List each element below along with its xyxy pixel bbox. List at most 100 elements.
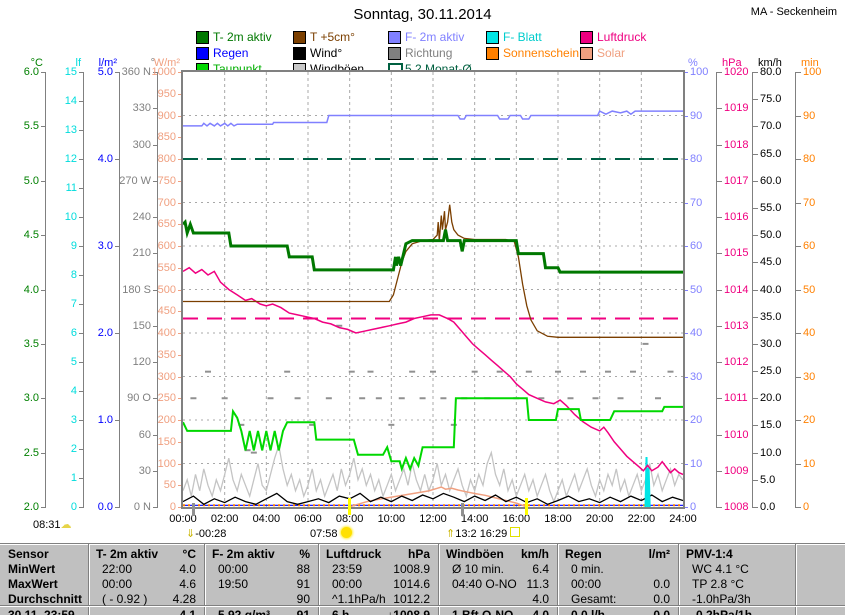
axis-tick-label-degC: 3.5 <box>23 337 39 350</box>
table-cell-value: 90 <box>296 592 310 606</box>
station-label: MA - Seckenheim <box>750 6 837 18</box>
axis-tick-label-lm2: 2.0 <box>97 327 113 339</box>
axis-tick-dir <box>153 507 158 508</box>
axis-tick-label-wm2: 200 <box>157 414 176 426</box>
axis-tick-label-pct: 60 <box>690 240 703 252</box>
axis-tick-pct <box>683 159 688 160</box>
axis-tick-wm2 <box>178 289 183 291</box>
table-cell-info: Gesamt: <box>571 592 617 606</box>
axis-tick-label-lf: 13 <box>64 124 77 136</box>
axis-tick-lf <box>79 478 84 479</box>
axis-tick-kmh <box>753 343 758 345</box>
series-t-5cm <box>183 204 683 338</box>
axis-tick-label-wm2: 300 <box>157 370 176 383</box>
axis-tick-pct <box>683 376 688 378</box>
table-column-separator <box>438 544 440 615</box>
axis-tick-dir <box>153 325 158 327</box>
axis-tick-hpa <box>717 72 722 73</box>
stats-table: Sensor T- 2m aktiv °C F- 2m aktiv% Luftdruck… <box>0 543 845 615</box>
sun-icon <box>340 527 352 538</box>
axis-tick-degC <box>41 452 46 454</box>
axis-tick-lm2 <box>115 72 120 73</box>
table-cell-info: 00:00 <box>332 577 363 591</box>
axis-tick-kmh <box>753 180 758 182</box>
table-cell-value: 4.0 <box>532 608 549 615</box>
table-cell-value: ↓1008.9 <box>387 608 430 615</box>
axis-tick-dir <box>153 144 158 146</box>
axis-tick-label-lm2: 5.0 <box>97 66 113 78</box>
axis-tick-wm2 <box>178 463 183 465</box>
table-column-separator <box>88 544 90 615</box>
axis-tick-wm2 <box>178 159 183 160</box>
axis-tick-dir <box>153 470 158 472</box>
x-axis-label: 18:00 <box>544 513 572 525</box>
axis-tick-wm2 <box>178 224 183 226</box>
axis-tick-lf <box>79 333 84 334</box>
axis-tick-label-lf: 14 <box>64 95 77 107</box>
table-row-label: MinWert <box>8 562 56 576</box>
table-cell-info: WC 4.1 °C <box>692 562 749 576</box>
axis-tick-wm2 <box>178 354 183 356</box>
table-cell-info: 22:00 <box>102 562 133 576</box>
axis-tick-label-pct: 90 <box>690 109 703 122</box>
series-t-2m-aktiv <box>181 218 683 274</box>
table-cell-value: 4.6 <box>179 577 196 591</box>
axis-tick-degC <box>41 72 46 73</box>
sunrise-time: 07:58 <box>310 528 341 540</box>
axis-tick-label-pct: 0 <box>690 501 697 513</box>
table-header-name: T- 2m aktiv <box>96 547 159 561</box>
legend-label: Sonnenschein <box>503 46 580 60</box>
axis-tick-hpa <box>717 144 722 146</box>
axis-tick-label-min: 30 <box>803 370 816 383</box>
axis-tick-label-degC: 2.0 <box>23 501 39 513</box>
table-cell-value: 91 <box>296 608 310 615</box>
axis-tick-kmh <box>753 72 758 73</box>
axis-tick-hpa <box>717 289 722 291</box>
axis-tick-label-dir: 360 N <box>121 66 151 78</box>
axis-tick-dir <box>153 180 158 182</box>
axis-tick-label-min: 90 <box>803 109 816 122</box>
legend-label: F- Blatt <box>503 30 542 44</box>
axis-tick-wm2 <box>178 93 183 95</box>
moonset-tick <box>191 503 195 516</box>
table-cell-info: 00:00 <box>102 577 133 591</box>
axis-tick-label-dir: 210 <box>132 247 151 260</box>
axis-tick-kmh <box>753 371 758 373</box>
sunset-line <box>525 498 529 515</box>
axis-tick-label-min: 60 <box>803 240 816 252</box>
table-cell-value: 4.0 <box>179 562 196 576</box>
axis-tick-label-kmh: 75.0 <box>760 93 782 106</box>
axis-tick-label-kmh: 25.0 <box>760 365 782 378</box>
axis-tick-min <box>796 376 801 378</box>
axis-tick-kmh <box>753 153 758 155</box>
table-cell-value: 1012.2 <box>393 592 430 606</box>
axis-tick-label-wm2: 650 <box>157 218 176 231</box>
table-header-name: Windböen <box>446 547 504 561</box>
table-cell-value: 0.0 <box>653 592 670 606</box>
axis-tick-hpa <box>717 434 722 436</box>
page-title: Sonntag, 30.11.2014 <box>353 6 492 23</box>
axis-tick-wm2 <box>178 246 183 247</box>
axis-tick-label-hpa: 1014 <box>724 283 749 296</box>
table-header-unit: °C <box>182 547 196 561</box>
axis-tick-label-lf: 1 <box>70 472 77 484</box>
axis-tick-label-dir: 60 <box>138 428 151 441</box>
axis-tick-kmh <box>753 398 758 400</box>
axis-tick-wm2 <box>178 72 183 73</box>
axis-tick-wm2 <box>178 115 183 117</box>
axis-tick-min <box>796 72 801 73</box>
axis-tick-wm2 <box>178 398 183 400</box>
axis-tick-dir <box>153 434 158 436</box>
table-cell-value: 4.28 <box>172 592 196 606</box>
table-cell-value: 1014.6 <box>393 577 430 591</box>
axis-tick-label-pct: 100 <box>690 66 709 78</box>
series-taupunkt <box>182 397 683 473</box>
moonrise-time: 13:2 <box>455 528 480 540</box>
axis-tick-label-lf: 3 <box>70 414 77 426</box>
axis-tick-label-degC: 6.0 <box>23 66 39 78</box>
axis-tick-label-min: 80 <box>803 153 816 165</box>
axis-tick-label-hpa: 1018 <box>724 138 749 151</box>
axis-tick-label-hpa: 1019 <box>724 102 749 115</box>
axis-tick-label-lf: 5 <box>70 356 77 368</box>
